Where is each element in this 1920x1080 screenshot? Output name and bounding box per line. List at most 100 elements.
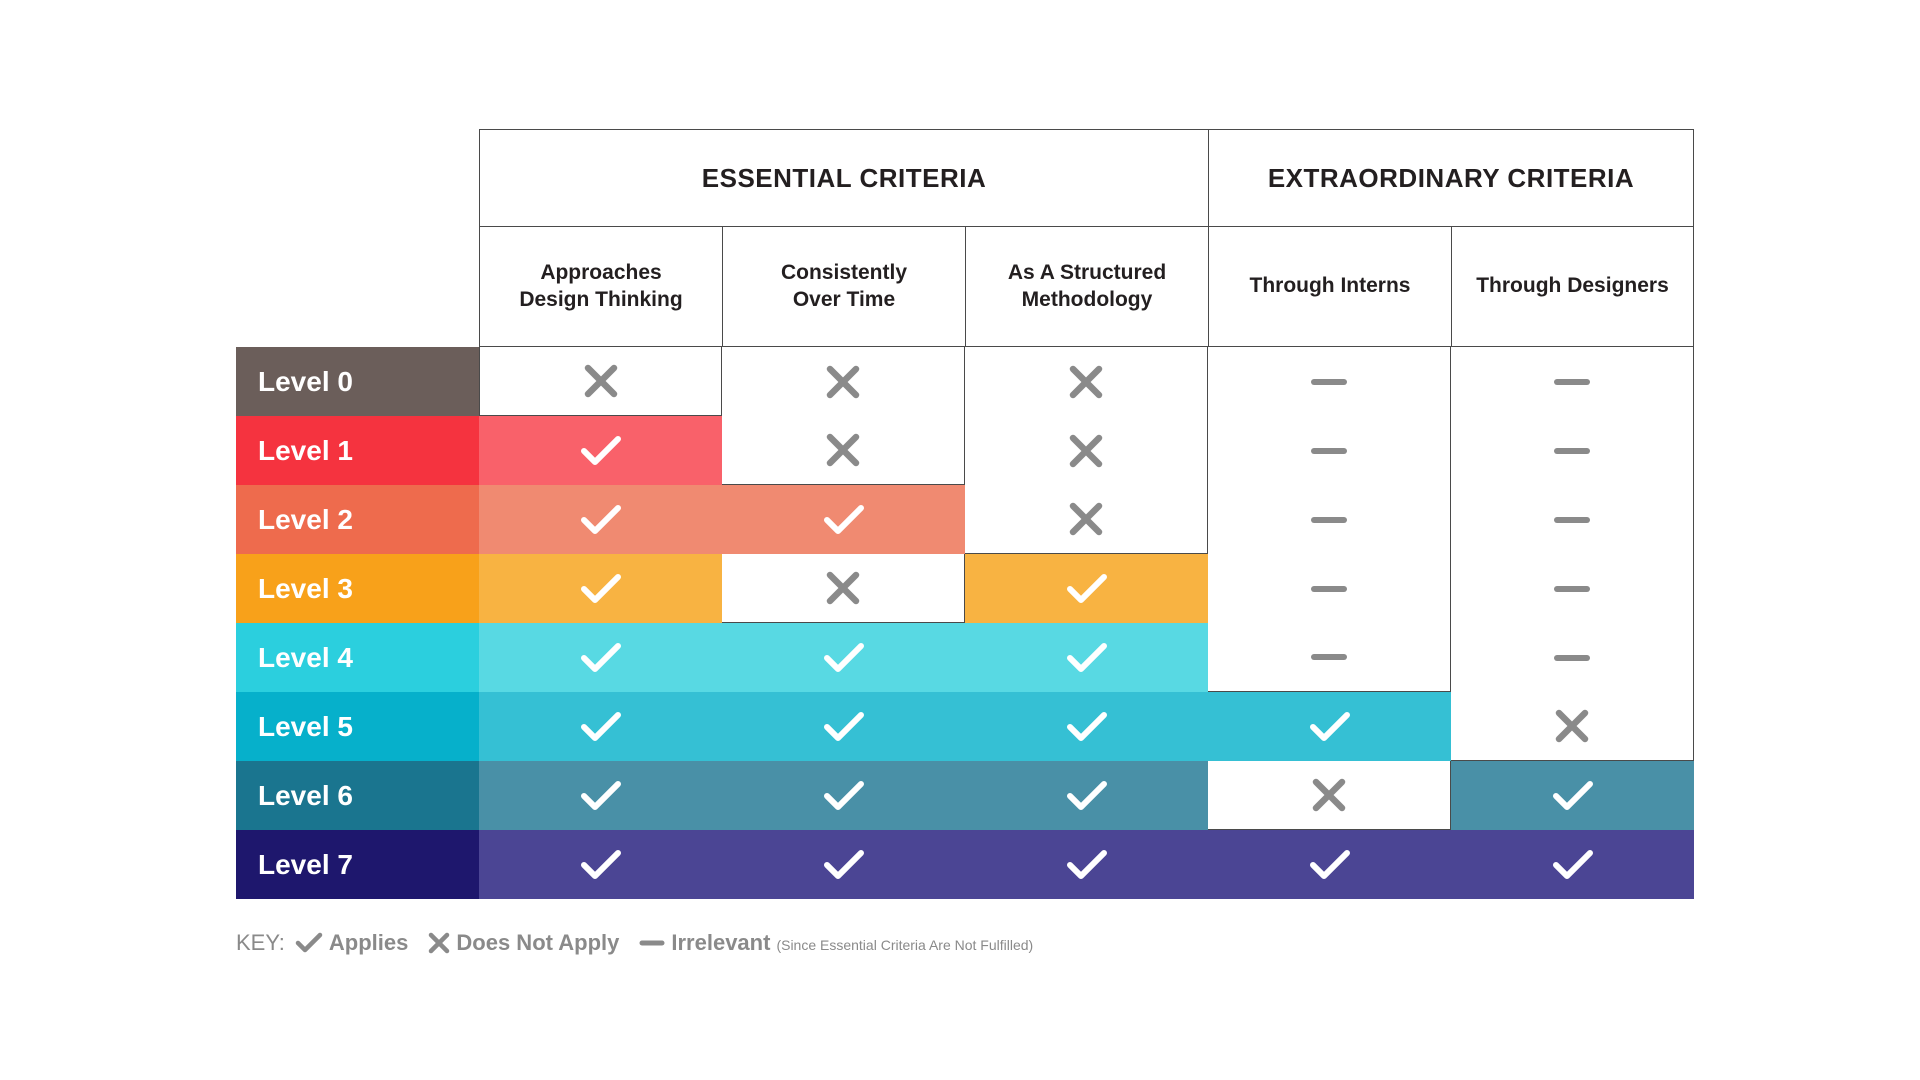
matrix-cell (1208, 623, 1451, 692)
matrix-cell (1451, 554, 1694, 623)
check-icon (580, 849, 621, 879)
legend-irrelevant-label: Irrelevant (671, 930, 771, 955)
row-label-level-4: Level 4 (236, 623, 479, 692)
check-icon (1309, 711, 1350, 741)
cross-icon (584, 364, 617, 398)
matrix-cell (722, 692, 965, 761)
matrix-cell (722, 347, 965, 416)
group-header-essential: ESSENTIAL CRITERIA (479, 129, 1208, 226)
matrix-cell (722, 761, 965, 830)
dash-icon (1554, 447, 1590, 454)
matrix-cell (722, 416, 965, 485)
matrix-cell (965, 554, 1208, 623)
cross-icon (826, 571, 860, 605)
matrix-cell (1208, 416, 1451, 485)
matrix-cell (1208, 554, 1451, 623)
check-icon (1066, 642, 1107, 672)
matrix-cell (965, 761, 1208, 830)
legend-applies-label: Applies (328, 930, 409, 955)
dash-icon (1554, 654, 1590, 661)
legend-title: KEY: (236, 930, 285, 955)
group-header-extraordinary: EXTRAORDINARY CRITERIA (1208, 129, 1694, 226)
row-label-level-5: Level 5 (236, 692, 479, 761)
matrix-cell (965, 485, 1208, 554)
matrix-cell (722, 623, 965, 692)
column-header: Through Interns (1208, 226, 1451, 347)
cross-icon (1312, 778, 1346, 812)
capability-matrix: ESSENTIAL CRITERIA EXTRAORDINARY CRITERIA… (236, 129, 1694, 899)
matrix-cell (1208, 692, 1451, 761)
check-icon (1066, 849, 1107, 879)
legend-irrelevant: Irrelevant (Since Essential Criteria Are… (639, 930, 1033, 956)
matrix-cell (965, 692, 1208, 761)
row-label-level-0: Level 0 (236, 347, 479, 416)
dash-icon (1311, 378, 1347, 385)
check-icon (580, 435, 621, 465)
legend-does-not-apply-label: Does Not Apply (456, 930, 620, 955)
row-label-level-6: Level 6 (236, 761, 479, 830)
matrix-cell (1451, 761, 1694, 830)
legend: KEY: Applies Does Not Apply Irrelevant (… (236, 930, 1033, 956)
matrix-cell (1208, 830, 1451, 899)
matrix-cell (1451, 347, 1694, 416)
dash-icon (1554, 378, 1590, 385)
check-icon (823, 849, 864, 879)
matrix-cell (1451, 416, 1694, 485)
matrix-cell (1451, 692, 1694, 761)
matrix-cell (479, 623, 722, 692)
cross-icon (1069, 502, 1103, 536)
dash-icon (1311, 585, 1347, 592)
check-icon (580, 504, 621, 534)
dash-icon (639, 940, 665, 946)
matrix-cell (479, 761, 722, 830)
legend-applies: Applies (295, 930, 408, 956)
legend-does-not-apply: Does Not Apply (428, 930, 619, 956)
row-label-level-2: Level 2 (236, 485, 479, 554)
matrix-cell (479, 485, 722, 554)
cross-icon (826, 433, 860, 467)
matrix-cell (1208, 761, 1451, 830)
column-header: As A Structured Methodology (965, 226, 1208, 347)
matrix-cell (1208, 347, 1451, 416)
row-label-level-1: Level 1 (236, 416, 479, 485)
check-icon (580, 573, 621, 603)
check-icon (823, 780, 864, 810)
dash-icon (1311, 516, 1347, 523)
cross-icon (826, 365, 860, 398)
dash-icon (1554, 516, 1590, 523)
check-icon (580, 780, 621, 810)
matrix-cell (479, 347, 722, 416)
check-icon (1066, 573, 1107, 603)
cross-icon (1555, 709, 1589, 743)
dash-icon (1311, 654, 1347, 660)
matrix-cell (479, 416, 722, 485)
check-icon (1066, 711, 1107, 741)
cross-icon (429, 932, 450, 954)
matrix-cell (479, 692, 722, 761)
check-icon (1552, 780, 1593, 810)
check-icon (295, 932, 323, 953)
matrix-cell (722, 485, 965, 554)
matrix-cell (1208, 485, 1451, 554)
dash-icon (1311, 447, 1347, 454)
cross-icon (1069, 434, 1103, 467)
matrix-cell (965, 347, 1208, 416)
row-label-level-3: Level 3 (236, 554, 479, 623)
matrix-cell (479, 554, 722, 623)
row-label-level-7: Level 7 (236, 830, 479, 899)
check-icon (1309, 849, 1350, 879)
check-icon (580, 642, 621, 672)
matrix-cell (1451, 485, 1694, 554)
dash-icon (1554, 585, 1590, 592)
check-icon (823, 711, 864, 741)
matrix-corner (236, 129, 479, 347)
matrix-cell (479, 830, 722, 899)
legend-irrelevant-note: (Since Essential Criteria Are Not Fulfil… (776, 937, 1034, 953)
matrix-cell (965, 623, 1208, 692)
matrix-cell (1451, 623, 1694, 692)
check-icon (1552, 849, 1593, 879)
check-icon (823, 504, 864, 534)
matrix-cell (1451, 830, 1694, 899)
matrix-cell (965, 416, 1208, 485)
column-header: Approaches Design Thinking (479, 226, 722, 347)
